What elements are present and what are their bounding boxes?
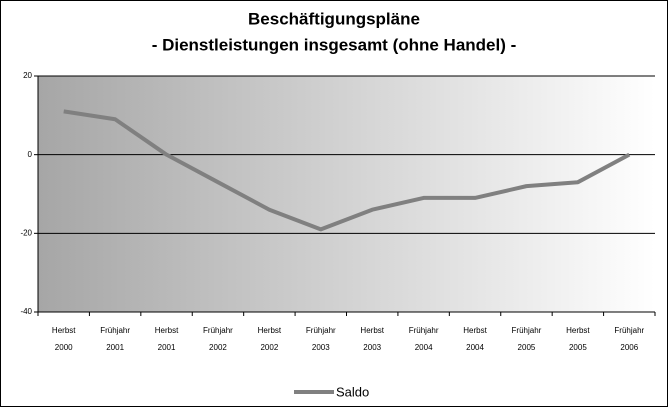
x-tick-label: Frühjahr	[409, 326, 439, 335]
x-tick-label: Herbst	[258, 326, 282, 335]
x-tick-label: 2004	[466, 343, 484, 352]
x-tick-label: 2001	[106, 343, 124, 352]
x-tick-label: 2003	[363, 343, 381, 352]
x-tick-label: Frühjahr	[512, 326, 542, 335]
x-tick-label: Herbst	[566, 326, 590, 335]
x-tick-label: 2004	[415, 343, 433, 352]
data-line	[63, 109, 631, 232]
x-tick-label: Frühjahr	[306, 326, 336, 335]
x-tick-label: Frühjahr	[203, 326, 233, 335]
plot-area	[38, 76, 655, 312]
chart-title: Beschäftigungspläne	[248, 9, 420, 28]
x-tick-label: 2005	[518, 343, 536, 352]
x-tick-label: 2005	[569, 343, 587, 352]
x-tick-label: 2000	[55, 343, 73, 352]
x-tick-label: 2001	[158, 343, 176, 352]
x-tick-label: 2002	[260, 343, 278, 352]
x-tick-label: Frühjahr	[614, 326, 644, 335]
chart-title: - Dienstleistungen insgesamt (ohne Hande…	[152, 35, 517, 54]
x-tick-label: 2002	[209, 343, 227, 352]
x-tick-label: 2003	[312, 343, 330, 352]
x-tick-label: 2006	[620, 343, 638, 352]
x-tick-label: Herbst	[52, 326, 76, 335]
y-tick-label: 0	[28, 150, 33, 159]
x-tick-label: Herbst	[155, 326, 179, 335]
y-tick-label: 20	[23, 71, 32, 80]
y-tick-label: -20	[20, 228, 32, 237]
x-tick-label: Herbst	[360, 326, 384, 335]
legend-label: Saldo	[336, 384, 369, 399]
y-tick-label: -40	[20, 307, 32, 316]
x-tick-label: Herbst	[463, 326, 487, 335]
x-tick-label: Frühjahr	[100, 326, 130, 335]
